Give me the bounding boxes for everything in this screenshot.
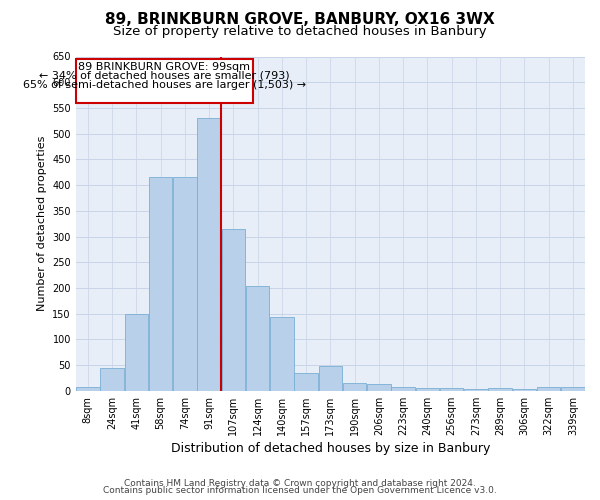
Bar (416, 388, 439, 391)
Bar (100, 368, 124, 391)
Text: Contains HM Land Registry data © Crown copyright and database right 2024.: Contains HM Land Registry data © Crown c… (124, 478, 476, 488)
Bar (464, 390, 488, 391)
Bar (221, 229, 245, 391)
Bar (561, 386, 584, 391)
Bar (537, 386, 560, 391)
Text: 89, BRINKBURN GROVE, BANBURY, OX16 3WX: 89, BRINKBURN GROVE, BANBURY, OX16 3WX (105, 12, 495, 28)
Bar (173, 178, 197, 391)
Bar (76, 386, 100, 391)
Bar (197, 118, 221, 391)
Bar (295, 373, 318, 391)
Bar (367, 384, 391, 391)
Text: Size of property relative to detached houses in Banbury: Size of property relative to detached ho… (113, 25, 487, 38)
Bar (270, 318, 293, 391)
Text: 89 BRINKBURN GROVE: 99sqm: 89 BRINKBURN GROVE: 99sqm (78, 62, 250, 72)
Text: 65% of semi-detached houses are larger (1,503) →: 65% of semi-detached houses are larger (… (23, 80, 306, 90)
Text: Contains public sector information licensed under the Open Government Licence v3: Contains public sector information licen… (103, 486, 497, 495)
FancyBboxPatch shape (76, 59, 253, 103)
Bar (125, 314, 148, 391)
Bar (149, 178, 172, 391)
Bar (488, 388, 512, 391)
Bar (319, 366, 342, 391)
X-axis label: Distribution of detached houses by size in Banbury: Distribution of detached houses by size … (170, 442, 490, 455)
Text: ← 34% of detached houses are smaller (793): ← 34% of detached houses are smaller (79… (39, 70, 290, 81)
Bar (440, 388, 463, 391)
Bar (246, 286, 269, 391)
Bar (512, 390, 536, 391)
Bar (391, 386, 415, 391)
Y-axis label: Number of detached properties: Number of detached properties (37, 136, 47, 312)
Bar (343, 383, 367, 391)
